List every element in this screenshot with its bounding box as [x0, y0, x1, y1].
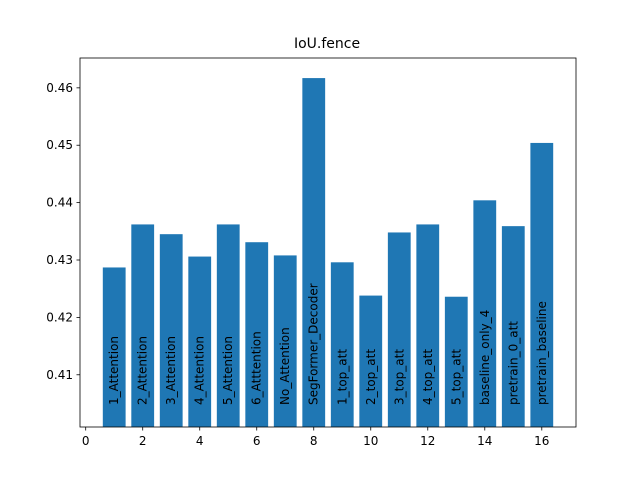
y-tick-label: 0.43	[46, 253, 73, 267]
bar-label: 6_Atttention	[250, 331, 264, 405]
bar	[330, 262, 354, 427]
bar-label: 1_Attention	[107, 336, 121, 405]
bar-label: pretrain_0_att	[506, 321, 520, 405]
bar-label: 5_Attention	[221, 336, 235, 405]
bar	[131, 224, 155, 427]
bar-label: 5_top_att	[449, 349, 463, 405]
chart-title: IoU.fence	[294, 36, 360, 52]
bar	[216, 224, 240, 427]
axes-frame	[79, 57, 577, 428]
bar	[501, 226, 525, 427]
bar	[444, 296, 468, 427]
y-tick-label: 0.45	[46, 138, 73, 152]
y-tick-label: 0.41	[46, 368, 73, 382]
bar-label: 4_Attention	[193, 336, 207, 405]
bar	[530, 142, 554, 428]
bar	[102, 267, 126, 427]
y-tick-label: 0.42	[46, 310, 73, 324]
y-tick-label: 0.44	[46, 196, 73, 210]
x-tick-label: 8	[310, 434, 318, 448]
bar-label: baseline_only_4	[478, 310, 492, 405]
bar-label: 4_top_att	[421, 349, 435, 405]
bar-label: No_Attention	[278, 327, 292, 405]
bar	[387, 232, 411, 427]
bar-label: 3_top_att	[392, 349, 406, 405]
bar	[245, 242, 269, 427]
bar-label: 3_Attention	[164, 336, 178, 405]
bar	[359, 295, 383, 427]
x-tick-label: 2	[139, 434, 147, 448]
bar-label: SegFormer_Decoder	[307, 283, 321, 405]
x-tick-label: 16	[534, 434, 549, 448]
x-tick-label: 0	[82, 434, 90, 448]
x-tick-label: 14	[477, 434, 492, 448]
bar	[273, 255, 297, 427]
x-tick-label: 6	[253, 434, 261, 448]
bar	[473, 200, 497, 427]
x-tick-label: 4	[196, 434, 204, 448]
x-tick-label: 12	[420, 434, 435, 448]
bar	[416, 224, 440, 427]
bar-label: pretrain_baseline	[535, 301, 549, 405]
bar-label: 2_Attention	[136, 336, 150, 405]
x-tick-label: 10	[363, 434, 378, 448]
bar	[188, 256, 212, 427]
bar	[302, 78, 326, 427]
bar-label: 1_top_att	[335, 349, 349, 405]
bar-label: 2_top_att	[364, 349, 378, 405]
bar	[159, 234, 183, 427]
y-tick-label: 0.46	[46, 81, 73, 95]
